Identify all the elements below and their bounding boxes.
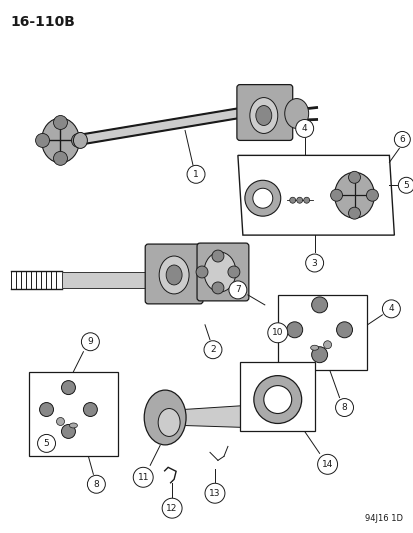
Ellipse shape (73, 133, 87, 148)
Text: 4: 4 (388, 304, 393, 313)
Text: 2: 2 (210, 345, 215, 354)
Text: 94J16 1D: 94J16 1D (364, 514, 402, 523)
Circle shape (323, 341, 331, 349)
Text: 9: 9 (87, 337, 93, 346)
Circle shape (40, 402, 53, 416)
Circle shape (252, 188, 272, 208)
Circle shape (187, 165, 204, 183)
Circle shape (71, 133, 85, 148)
Text: 6: 6 (399, 135, 404, 144)
Polygon shape (75, 106, 254, 146)
Circle shape (366, 189, 377, 201)
Circle shape (305, 254, 323, 272)
Circle shape (335, 399, 353, 416)
Circle shape (133, 467, 153, 487)
Ellipse shape (204, 252, 235, 292)
Text: 10: 10 (271, 328, 283, 337)
Ellipse shape (255, 106, 271, 125)
Text: 5: 5 (403, 181, 408, 190)
Circle shape (204, 483, 224, 503)
Text: 11: 11 (137, 473, 149, 482)
FancyBboxPatch shape (145, 244, 202, 304)
Circle shape (228, 281, 246, 299)
Circle shape (348, 171, 360, 183)
Bar (277, 295, 367, 370)
Circle shape (83, 402, 97, 416)
Ellipse shape (249, 98, 277, 133)
FancyBboxPatch shape (197, 243, 248, 301)
Circle shape (267, 323, 287, 343)
Circle shape (62, 424, 75, 439)
Ellipse shape (158, 408, 180, 437)
Polygon shape (62, 272, 185, 288)
Circle shape (253, 376, 301, 424)
Circle shape (311, 347, 327, 362)
Ellipse shape (310, 345, 318, 350)
Circle shape (228, 266, 239, 278)
Bar (28, 372, 118, 456)
Circle shape (289, 197, 295, 203)
Circle shape (211, 282, 223, 294)
Circle shape (244, 180, 280, 216)
Circle shape (38, 434, 55, 453)
Text: 8: 8 (93, 480, 99, 489)
Circle shape (211, 250, 223, 262)
Text: 3: 3 (311, 259, 317, 268)
FancyBboxPatch shape (236, 85, 292, 140)
Circle shape (196, 266, 207, 278)
Circle shape (87, 475, 105, 493)
Text: 12: 12 (166, 504, 177, 513)
Circle shape (317, 454, 337, 474)
Text: 1: 1 (193, 170, 198, 179)
Polygon shape (183, 406, 244, 427)
Text: 14: 14 (321, 460, 332, 469)
Text: 5: 5 (43, 439, 49, 448)
Ellipse shape (69, 423, 77, 428)
Ellipse shape (334, 172, 373, 218)
Ellipse shape (41, 118, 79, 163)
Circle shape (56, 417, 64, 425)
Circle shape (311, 297, 327, 313)
Text: 16-110B: 16-110B (11, 15, 75, 29)
Ellipse shape (159, 256, 189, 294)
Ellipse shape (284, 99, 308, 128)
Bar (239, 362, 314, 431)
Text: 4: 4 (301, 124, 307, 133)
Circle shape (303, 197, 309, 203)
Circle shape (330, 189, 342, 201)
Circle shape (36, 133, 50, 148)
Circle shape (53, 151, 67, 165)
Circle shape (62, 381, 75, 394)
Circle shape (286, 322, 302, 338)
Circle shape (348, 207, 360, 219)
Circle shape (263, 385, 291, 414)
Ellipse shape (166, 265, 182, 285)
Text: 7: 7 (235, 285, 240, 294)
Polygon shape (237, 156, 394, 235)
Circle shape (162, 498, 182, 518)
Circle shape (394, 132, 409, 148)
Text: 8: 8 (341, 403, 347, 412)
Circle shape (204, 341, 221, 359)
Circle shape (295, 119, 313, 138)
Ellipse shape (144, 390, 185, 445)
Circle shape (296, 197, 302, 203)
Circle shape (336, 322, 351, 338)
Circle shape (382, 300, 399, 318)
Circle shape (397, 177, 413, 193)
Circle shape (81, 333, 99, 351)
Text: 13: 13 (209, 489, 220, 498)
Circle shape (53, 116, 67, 130)
